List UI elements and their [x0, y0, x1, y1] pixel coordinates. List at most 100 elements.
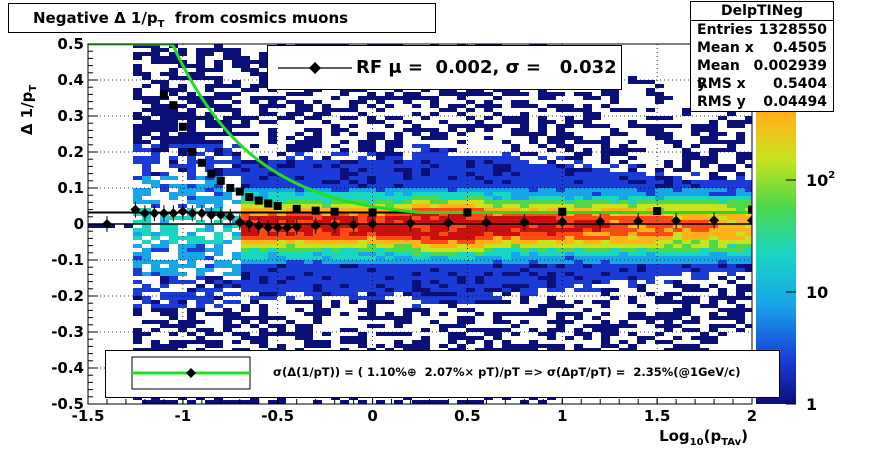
- heatmap-cell: [700, 228, 709, 232]
- heatmap-cell: [727, 324, 736, 328]
- heatmap-cell: [394, 168, 403, 172]
- y-tick-label: 0.3: [57, 107, 84, 125]
- heatmap-cell: [466, 280, 475, 284]
- heatmap-cell: [547, 176, 556, 180]
- heatmap-cell: [295, 272, 304, 276]
- heatmap-cell: [349, 196, 358, 200]
- heatmap-cell: [484, 256, 493, 260]
- heatmap-cell: [133, 252, 142, 256]
- heatmap-cell: [241, 316, 250, 320]
- heatmap-cell: [205, 184, 214, 188]
- heatmap-cell: [457, 196, 466, 200]
- heatmap-cell: [313, 184, 322, 188]
- heatmap-cell: [205, 176, 214, 180]
- heatmap-cell: [205, 48, 214, 52]
- heatmap-cell: [727, 196, 736, 200]
- heatmap-cell: [727, 308, 736, 312]
- heatmap-cell: [646, 272, 655, 276]
- heatmap-cell: [439, 220, 448, 224]
- heatmap-cell: [196, 220, 205, 224]
- heatmap-cell: [286, 232, 295, 236]
- heatmap-cell: [484, 272, 493, 276]
- heatmap-cell: [349, 116, 358, 120]
- heatmap-cell: [475, 204, 484, 208]
- heatmap-cell: [637, 268, 646, 272]
- heatmap-cell: [151, 320, 160, 324]
- heatmap-cell: [583, 240, 592, 244]
- heatmap-cell: [412, 400, 421, 404]
- heatmap-cell: [340, 172, 349, 176]
- heatmap-cell: [385, 180, 394, 184]
- stats-row-rms-x: RMS x 0.5404: [697, 76, 827, 92]
- heatmap-cell: [646, 108, 655, 112]
- heatmap-cell: [133, 56, 142, 60]
- heatmap-cell: [259, 292, 268, 296]
- heatmap-cell: [160, 304, 169, 308]
- heatmap-cell: [511, 92, 520, 96]
- heatmap-cell: [421, 128, 430, 132]
- heatmap-cell: [160, 148, 169, 152]
- heatmap-cell: [646, 176, 655, 180]
- heatmap-cell: [502, 236, 511, 240]
- heatmap-cell: [304, 168, 313, 172]
- heatmap-cell: [430, 96, 439, 100]
- heatmap-cell: [538, 96, 547, 100]
- heatmap-cell: [313, 252, 322, 256]
- heatmap-cell: [250, 176, 259, 180]
- heatmap-cell: [484, 164, 493, 168]
- heatmap-cell: [628, 220, 637, 224]
- heatmap-cell: [376, 224, 385, 228]
- heatmap-cell: [718, 232, 727, 236]
- heatmap-cell: [511, 260, 520, 264]
- heatmap-cell: [358, 256, 367, 260]
- heatmap-cell: [196, 184, 205, 188]
- heatmap-cell: [601, 200, 610, 204]
- mean-marker: [253, 220, 264, 231]
- heatmap-cell: [574, 160, 583, 164]
- heatmap-cell: [682, 328, 691, 332]
- heatmap-cell: [493, 88, 502, 92]
- heatmap-cell: [313, 312, 322, 316]
- heatmap-cell: [133, 236, 142, 240]
- heatmap-cell: [151, 128, 160, 132]
- heatmap-cell: [412, 236, 421, 240]
- heatmap-cell: [286, 220, 295, 224]
- heatmap-cell: [529, 172, 538, 176]
- heatmap-cell: [547, 336, 556, 340]
- heatmap-cell: [484, 100, 493, 104]
- heatmap-cell: [241, 304, 250, 308]
- heatmap-cell: [133, 196, 142, 200]
- heatmap-cell: [583, 108, 592, 112]
- heatmap-cell: [349, 292, 358, 296]
- heatmap-cell: [367, 272, 376, 276]
- heatmap-cell: [187, 64, 196, 68]
- heatmap-cell: [205, 224, 214, 228]
- heatmap-cell: [295, 188, 304, 192]
- heatmap-cell: [169, 128, 178, 132]
- heatmap-cell: [736, 140, 745, 144]
- heatmap-cell: [655, 136, 664, 140]
- heatmap-cell: [475, 168, 484, 172]
- heatmap-cell: [574, 208, 583, 212]
- heatmap-cell: [466, 336, 475, 340]
- heatmap-cell: [412, 96, 421, 100]
- heatmap-cell: [187, 244, 196, 248]
- heatmap-cell: [583, 276, 592, 280]
- heatmap-cell: [295, 108, 304, 112]
- heatmap-cell: [403, 396, 412, 400]
- heatmap-cell: [277, 268, 286, 272]
- heatmap-cell: [628, 148, 637, 152]
- heatmap-cell: [241, 284, 250, 288]
- heatmap-cell: [664, 208, 673, 212]
- heatmap-cell: [691, 232, 700, 236]
- heatmap-cell: [610, 88, 619, 92]
- heatmap-cell: [385, 256, 394, 260]
- heatmap-cell: [628, 196, 637, 200]
- heatmap-cell: [313, 308, 322, 312]
- heatmap-cell: [745, 216, 752, 220]
- heatmap-cell: [628, 192, 637, 196]
- heatmap-cell: [520, 112, 529, 116]
- heatmap-cell: [412, 200, 421, 204]
- heatmap-cell: [421, 164, 430, 168]
- heatmap-cell: [556, 136, 565, 140]
